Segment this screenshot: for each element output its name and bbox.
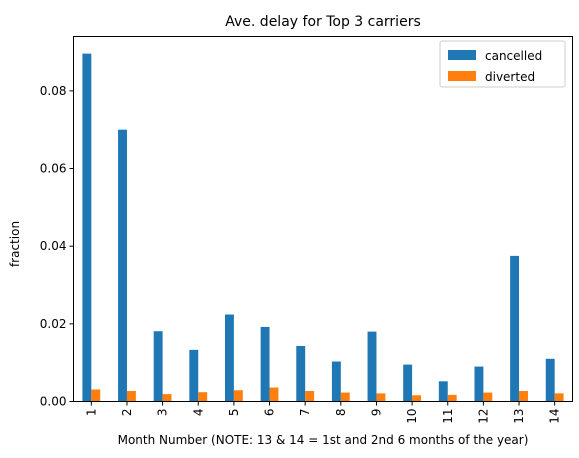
bar-diverted-3	[162, 394, 172, 402]
chart-title: Ave. delay for Top 3 carriers	[225, 14, 421, 30]
bar-layer	[82, 53, 564, 402]
bar-diverted-2	[126, 391, 136, 402]
x-axis-label: Month Number (NOTE: 13 & 14 = 1st and 2n…	[118, 433, 529, 447]
bar-diverted-5	[233, 390, 243, 402]
bar-diverted-13	[519, 391, 528, 402]
legend: cancelled diverted	[439, 40, 566, 88]
bar-cancelled-4	[189, 349, 199, 402]
x-tick-label: 2	[120, 409, 134, 417]
bar-cancelled-1	[82, 53, 92, 402]
bar-cancelled-12	[474, 366, 484, 402]
bar-diverted-14	[554, 393, 564, 402]
legend-label-diverted: diverted	[485, 70, 535, 84]
bar-cancelled-8	[331, 361, 341, 402]
y-axis-label: fraction	[8, 221, 22, 267]
x-tick-label: 1	[84, 409, 98, 417]
x-tick-label: 9	[369, 409, 383, 417]
y-tick-label: 0.00	[40, 395, 67, 409]
bar-cancelled-6	[260, 326, 270, 402]
bar-cancelled-13	[510, 255, 520, 402]
legend-swatch-cancelled	[448, 50, 476, 60]
x-tick-label: 5	[227, 409, 241, 417]
bar-diverted-12	[483, 392, 493, 402]
bar-cancelled-3	[153, 331, 163, 402]
x-tick-label: 3	[156, 409, 170, 417]
bar-cancelled-2	[118, 129, 127, 402]
y-tick-label: 0.02	[40, 317, 67, 331]
x-axis: 1 2 3 4 5 6 7 8 9 10 11 12 13 14	[84, 401, 562, 424]
x-tick-label: 10	[405, 409, 419, 424]
x-tick-label: 6	[263, 409, 277, 417]
bar-cancelled-5	[224, 314, 234, 402]
y-tick-label: 0.06	[40, 162, 67, 176]
x-tick-label: 11	[441, 409, 455, 424]
bar-diverted-7	[305, 391, 315, 402]
bar-cancelled-7	[296, 345, 306, 402]
y-axis: 0.00 0.02 0.04 0.06 0.08	[40, 84, 74, 409]
bar-cancelled-10	[403, 364, 413, 402]
bar-diverted-8	[340, 392, 350, 402]
plot-frame	[73, 36, 573, 402]
bar-diverted-11	[447, 394, 457, 402]
x-tick-label: 7	[298, 409, 312, 417]
bar-cancelled-11	[438, 381, 448, 402]
bar-diverted-9	[376, 393, 386, 402]
bar-diverted-10	[412, 395, 422, 402]
bar-diverted-1	[91, 389, 101, 402]
bar-cancelled-9	[367, 331, 377, 402]
x-tick-label: 4	[191, 409, 205, 417]
x-tick-label: 13	[512, 409, 526, 424]
legend-label-cancelled: cancelled	[485, 49, 542, 63]
bar-cancelled-14	[545, 358, 555, 402]
x-tick-label: 8	[334, 409, 348, 417]
bar-diverted-4	[198, 392, 208, 402]
y-tick-label: 0.08	[40, 84, 67, 98]
legend-swatch-diverted	[448, 71, 476, 81]
bar-diverted-6	[269, 387, 279, 402]
x-tick-label: 12	[476, 409, 490, 424]
x-tick-label: 14	[548, 409, 562, 424]
y-tick-label: 0.04	[40, 239, 67, 253]
